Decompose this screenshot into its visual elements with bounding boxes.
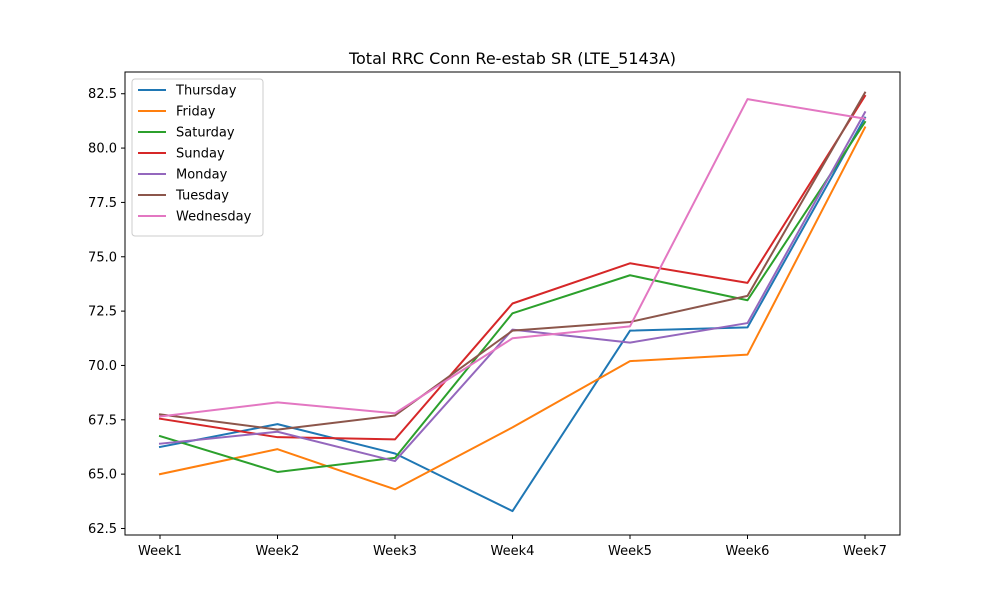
y-tick-label: 70.0: [88, 359, 117, 374]
y-tick-label: 72.5: [88, 305, 117, 320]
x-tick-label: Week2: [256, 544, 300, 559]
legend-box: [131, 78, 264, 237]
x-tick-label: Week6: [726, 544, 770, 559]
legend-label-tuesday: Tuesday: [175, 189, 229, 204]
legend-label-wednesday: Wednesday: [176, 210, 252, 225]
legend-label-monday: Monday: [176, 168, 228, 183]
legend-label-sunday: Sunday: [176, 147, 225, 162]
x-tick-label: Week4: [491, 544, 535, 559]
y-tick-label: 62.5: [88, 522, 117, 537]
axes: Week1 Week2 Week3 Week4 Week5 Week6 Week7 62.5 6…: [88, 71, 901, 559]
chart-title: Total RRC Conn Re-estab SR (LTE_5143A): [348, 49, 676, 69]
x-tick-label: Week1: [138, 544, 182, 559]
y-tick-label: 65.0: [88, 468, 117, 483]
y-tick-label: 80.0: [88, 142, 117, 157]
x-tick-label: Week7: [843, 544, 887, 559]
legend-label-saturday: Saturday: [176, 126, 235, 141]
plot-area: [158, 91, 867, 513]
legend-label-thursday: Thursday: [175, 84, 237, 99]
legend: Thursday Friday Saturday Sunday Monday Tuesda…: [131, 78, 264, 237]
y-tick-label: 77.5: [88, 196, 117, 211]
y-tick-label: 82.5: [88, 87, 117, 102]
y-tick-label: 75.0: [88, 250, 117, 265]
legend-label-friday: Friday: [176, 105, 216, 120]
x-tick-label: Week5: [608, 544, 652, 559]
x-tick-label: Week3: [373, 544, 417, 559]
y-tick-label: 67.5: [88, 413, 117, 428]
